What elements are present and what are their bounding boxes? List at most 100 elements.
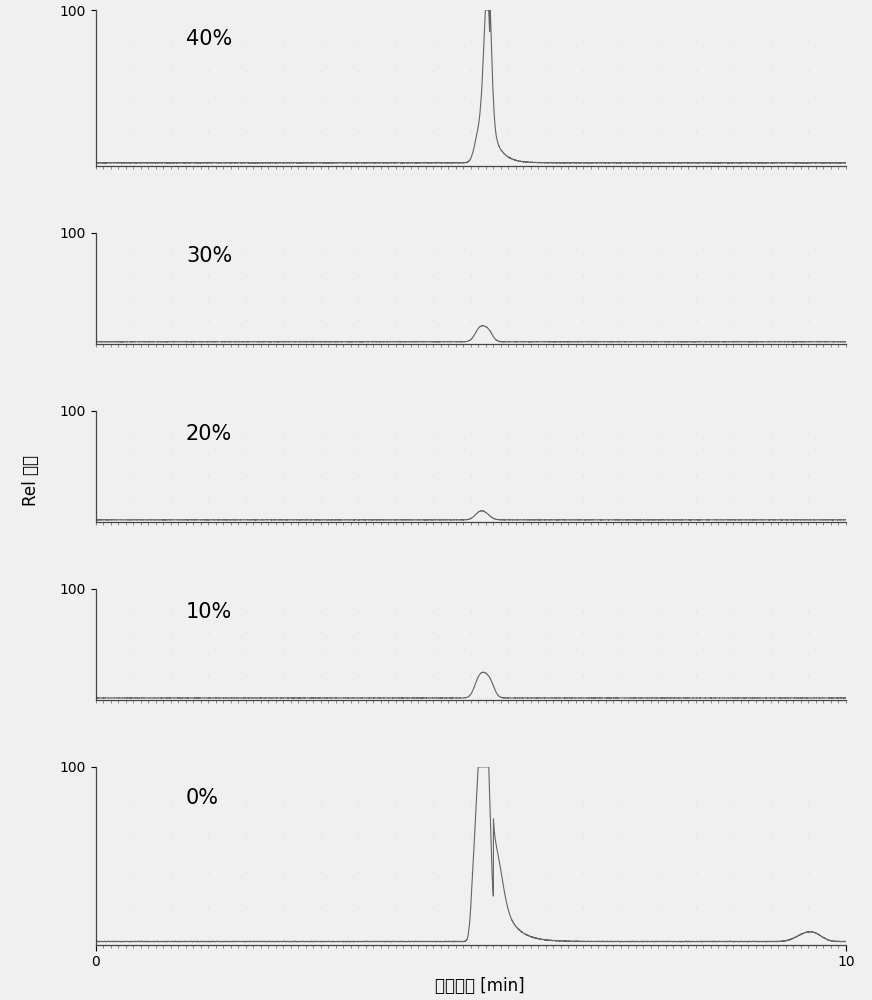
Point [164, 603, 178, 619]
Point [801, 646, 815, 662]
Point [351, 268, 365, 284]
Point [351, 603, 365, 619]
Point [539, 63, 553, 79]
Text: Rel 强度: Rel 强度 [22, 454, 39, 506]
Point [276, 468, 290, 484]
Point [426, 312, 440, 328]
Point [426, 468, 440, 484]
Point [576, 290, 590, 306]
Point [539, 312, 553, 328]
Point [651, 425, 665, 441]
Point [501, 646, 515, 662]
Point [126, 624, 140, 640]
Point [726, 864, 740, 880]
Point [651, 668, 665, 684]
Point [239, 446, 253, 462]
Point [651, 829, 665, 845]
Point [801, 864, 815, 880]
Point [126, 864, 140, 880]
Point [239, 290, 253, 306]
Point [351, 646, 365, 662]
Point [164, 33, 178, 49]
Point [164, 446, 178, 462]
Point [276, 794, 290, 810]
Point [426, 290, 440, 306]
Point [801, 425, 815, 441]
Point [126, 668, 140, 684]
Point [126, 446, 140, 462]
Point [801, 446, 815, 462]
Point [801, 124, 815, 140]
Point [764, 624, 778, 640]
Point [726, 33, 740, 49]
Point [126, 468, 140, 484]
Point [389, 94, 403, 110]
Point [689, 268, 703, 284]
Point [501, 446, 515, 462]
Point [201, 246, 215, 262]
Point [314, 646, 328, 662]
Point [764, 899, 778, 915]
Point [689, 794, 703, 810]
Point [426, 899, 440, 915]
Point [201, 94, 215, 110]
Point [539, 646, 553, 662]
Point [651, 624, 665, 640]
Point [464, 829, 478, 845]
Point [426, 668, 440, 684]
Point [651, 290, 665, 306]
Point [164, 268, 178, 284]
Point [276, 603, 290, 619]
Text: 40%: 40% [186, 29, 232, 49]
Point [464, 899, 478, 915]
Point [539, 33, 553, 49]
Point [389, 646, 403, 662]
Text: 10%: 10% [186, 602, 232, 622]
Point [201, 668, 215, 684]
Point [239, 624, 253, 640]
Point [501, 63, 515, 79]
Point [764, 490, 778, 506]
Point [351, 63, 365, 79]
Point [689, 290, 703, 306]
Point [651, 124, 665, 140]
Point [764, 603, 778, 619]
Point [426, 603, 440, 619]
Point [389, 603, 403, 619]
Point [689, 124, 703, 140]
Point [576, 246, 590, 262]
Point [539, 468, 553, 484]
Point [614, 899, 628, 915]
Point [239, 490, 253, 506]
Point [351, 246, 365, 262]
Point [126, 124, 140, 140]
Point [651, 794, 665, 810]
Point [201, 468, 215, 484]
Point [239, 603, 253, 619]
Point [201, 864, 215, 880]
Point [314, 446, 328, 462]
Point [539, 899, 553, 915]
Point [651, 446, 665, 462]
Point [239, 124, 253, 140]
Point [464, 603, 478, 619]
Point [239, 794, 253, 810]
Point [201, 794, 215, 810]
Point [726, 490, 740, 506]
Point [239, 268, 253, 284]
Point [351, 624, 365, 640]
Point [351, 290, 365, 306]
Point [389, 425, 403, 441]
Point [764, 312, 778, 328]
Point [276, 290, 290, 306]
Point [276, 312, 290, 328]
Point [126, 290, 140, 306]
Point [689, 246, 703, 262]
Point [126, 94, 140, 110]
Point [276, 646, 290, 662]
Point [351, 864, 365, 880]
Point [651, 468, 665, 484]
Point [464, 290, 478, 306]
Point [351, 899, 365, 915]
Point [426, 794, 440, 810]
